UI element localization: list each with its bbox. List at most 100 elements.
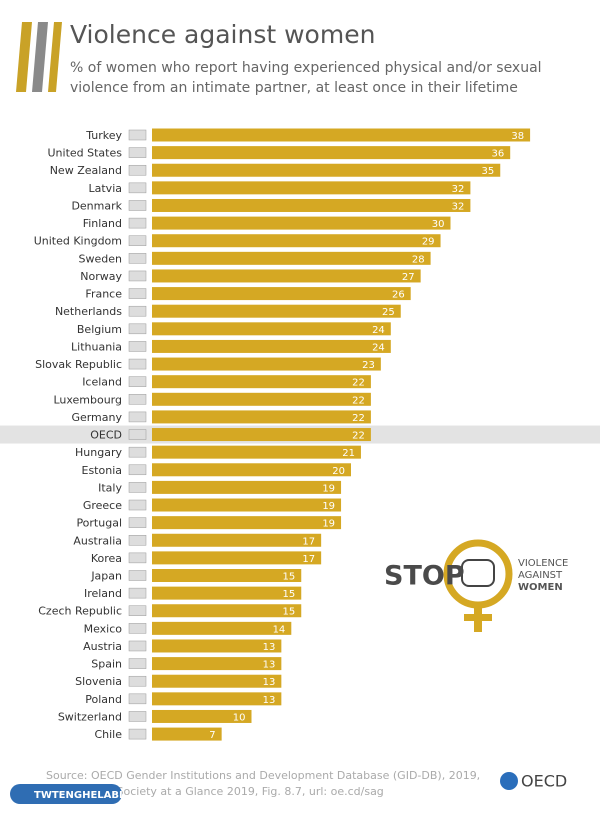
logo-mark (16, 22, 32, 92)
watermark-badge (10, 784, 122, 804)
category-label: Hungary (75, 446, 122, 459)
watermark: TWTENGHELABI (34, 790, 123, 801)
bar (152, 445, 361, 459)
value-label: 13 (263, 695, 276, 706)
value-label: 38 (511, 131, 524, 142)
stop-word: STOP (384, 561, 465, 592)
bar (152, 428, 371, 442)
stop-line: WOMEN (518, 582, 563, 593)
category-label: United Kingdom (34, 235, 122, 248)
value-label: 22 (352, 395, 365, 406)
logo-mark (32, 22, 48, 92)
value-label: 36 (491, 149, 504, 160)
bar (152, 621, 292, 635)
bar (152, 322, 391, 336)
bar (152, 216, 451, 230)
value-label: 28 (412, 254, 425, 265)
category-label: Austria (83, 640, 122, 653)
value-label: 15 (283, 589, 296, 600)
category-label: Korea (91, 552, 122, 565)
bar (152, 181, 471, 195)
fist (461, 559, 495, 587)
flag (128, 376, 147, 387)
category-label: Mexico (84, 622, 123, 635)
oecd-globe (500, 772, 518, 790)
flag (128, 640, 147, 652)
bar (152, 604, 302, 618)
flag (128, 570, 147, 581)
category-label: OECD (90, 429, 122, 442)
bar (152, 128, 531, 142)
flag (128, 623, 147, 634)
bar (152, 569, 302, 582)
category-label: Denmark (71, 199, 122, 212)
bar (152, 163, 501, 177)
value-label: 17 (302, 536, 315, 547)
value-label: 13 (263, 677, 276, 688)
value-label: 20 (332, 466, 345, 477)
bar (152, 727, 222, 741)
stop-line: AGAINST (518, 570, 563, 581)
category-label: Iceland (82, 376, 122, 389)
bar (152, 692, 282, 706)
flag (128, 235, 147, 246)
value-label: 22 (352, 378, 365, 389)
venus-bar (464, 614, 492, 621)
value-label: 15 (283, 607, 296, 618)
flag (128, 270, 147, 282)
flag (128, 587, 147, 599)
flag (128, 429, 147, 440)
category-label: Japan (90, 570, 122, 583)
category-label: Ireland (84, 587, 122, 600)
category-label: Latvia (89, 182, 123, 195)
flag (128, 711, 147, 722)
flag (128, 675, 147, 687)
value-label: 23 (362, 360, 375, 371)
flag (128, 253, 147, 264)
value-label: 13 (263, 642, 276, 653)
bar (152, 146, 511, 160)
bar (152, 339, 391, 353)
bar (152, 551, 322, 565)
value-label: 24 (372, 325, 385, 336)
category-label: Australia (73, 534, 122, 547)
flag (128, 658, 147, 669)
flag (128, 446, 147, 458)
bar (152, 198, 471, 212)
category-label: France (85, 288, 122, 301)
flag (128, 129, 147, 141)
flag (128, 535, 147, 546)
category-label: Slovak Republic (35, 358, 122, 371)
value-label: 15 (283, 572, 296, 583)
category-label: Chile (94, 728, 122, 741)
flag (128, 200, 147, 211)
value-label: 30 (432, 219, 445, 230)
bar (152, 463, 351, 477)
stop-logo: STOP VIOLENCE AGAINST WOMEN (384, 539, 568, 632)
subtitle: violence from an intimate partner, at le… (70, 80, 518, 96)
bar-chart: Turkey 38 United States 36 New Zealand 35 Latv… (0, 128, 600, 741)
bar (152, 410, 371, 424)
bar (152, 586, 302, 600)
category-label: Belgium (77, 323, 122, 336)
value-label: 35 (482, 166, 495, 177)
bar (152, 657, 282, 671)
flag (128, 728, 147, 740)
category-label: Netherlands (55, 305, 122, 318)
category-label: Switzerland (58, 710, 122, 723)
value-label: 22 (352, 413, 365, 424)
oecd-logo: OECD (521, 772, 567, 791)
value-label: 19 (322, 501, 335, 512)
subtitle: % of women who report having experienced… (70, 60, 542, 76)
value-label: 32 (452, 201, 465, 212)
category-label: Finland (83, 217, 122, 230)
flag (128, 394, 147, 405)
bar (152, 392, 371, 406)
bar (152, 709, 252, 723)
bar (152, 674, 282, 688)
category-label: Germany (71, 411, 122, 424)
value-label: 10 (233, 712, 246, 723)
category-label: Turkey (85, 129, 122, 142)
flag (128, 341, 147, 352)
